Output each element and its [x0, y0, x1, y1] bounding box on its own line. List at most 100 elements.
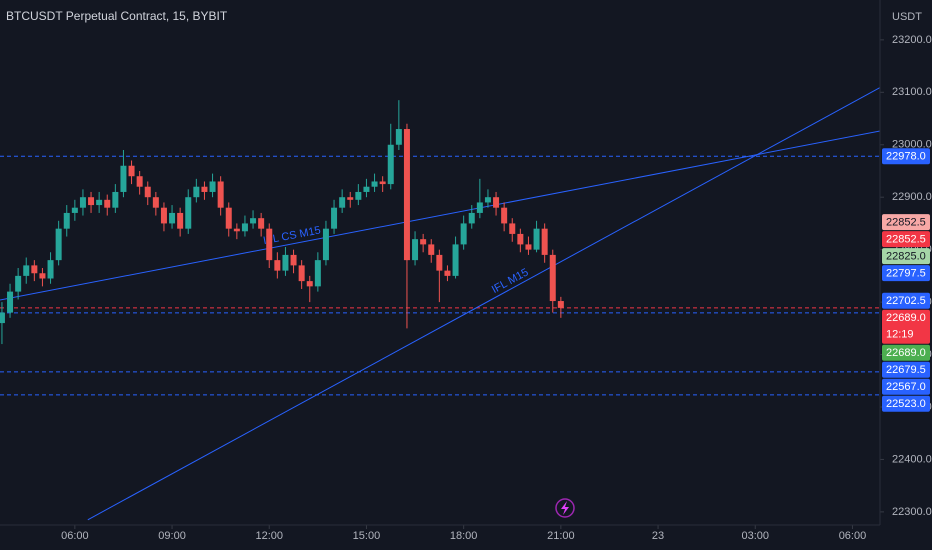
price-label-box: [882, 148, 930, 165]
candle-body: [379, 181, 386, 185]
candle-body: [509, 223, 516, 234]
candle-body: [339, 197, 346, 208]
candle-body: [31, 265, 38, 274]
candle-body: [112, 191, 119, 208]
candle-body: [177, 212, 184, 229]
price-label: 22702.5: [886, 295, 926, 307]
candle-body: [274, 260, 281, 271]
candle-body: [387, 144, 394, 185]
candle-body: [501, 207, 508, 224]
candle-body: [55, 228, 62, 261]
candle-body: [549, 254, 556, 302]
price-label: 22689.0: [886, 347, 926, 359]
price-label-box: [882, 395, 930, 412]
candle-body: [201, 186, 208, 192]
candle-body: [96, 199, 103, 206]
candle-body: [298, 265, 305, 282]
y-tick-label: 22300.0: [892, 506, 932, 518]
price-label-box: [882, 265, 930, 282]
candle-body: [533, 228, 540, 250]
candle-body: [525, 244, 532, 250]
candle-body: [314, 260, 321, 287]
price-label: 22689.0: [886, 312, 926, 324]
candle-body: [355, 191, 362, 200]
y-tick-label: 22400.0: [892, 453, 932, 465]
candle-body: [225, 207, 232, 229]
candle-body: [266, 228, 273, 261]
price-label: 22679.5: [886, 364, 926, 376]
candle-body: [39, 273, 46, 279]
y-tick-label: 23000.0: [892, 139, 932, 151]
candle-body: [193, 186, 200, 198]
price-label: 22523.0: [886, 398, 926, 410]
candle-body: [47, 260, 54, 279]
y-axis-label: USDT: [892, 11, 922, 23]
candle-body: [79, 197, 86, 208]
candle-body: [128, 165, 135, 177]
price-label-box: [882, 309, 930, 344]
trend-line: [87, 87, 880, 521]
candle-body: [282, 254, 289, 271]
candle-body: [258, 218, 265, 229]
price-label-box: [882, 214, 930, 231]
candle-body: [63, 212, 70, 229]
price-label: 22825.0: [886, 251, 926, 263]
candle-body: [412, 239, 419, 261]
price-label: 22797.5: [886, 268, 926, 280]
candle-body: [185, 197, 192, 229]
price-label-box: [882, 361, 930, 378]
countdown-label: 12:19: [886, 329, 914, 341]
x-tick-label: 21:00: [547, 530, 575, 542]
price-label: 22852.5: [886, 217, 926, 229]
candle-body: [104, 199, 111, 208]
y-tick-label: 22900.0: [892, 191, 932, 203]
x-tick-label: 03:00: [741, 530, 769, 542]
candle-body: [23, 265, 30, 276]
candle-body: [217, 181, 224, 208]
candle-body: [436, 254, 443, 271]
price-label-box: [882, 378, 930, 395]
price-label: 22567.0: [886, 381, 926, 393]
x-tick-label: 18:00: [450, 530, 478, 542]
candle-body: [169, 212, 176, 224]
candle-body: [444, 270, 451, 276]
candle-body: [250, 218, 257, 224]
candle-body: [541, 228, 548, 255]
event-icon: [555, 498, 575, 518]
candle-body: [363, 186, 370, 192]
candle-body: [557, 301, 564, 308]
candle-body: [15, 275, 22, 292]
candle-body: [331, 207, 338, 229]
x-tick-label: 06:00: [839, 530, 867, 542]
candle-body: [493, 197, 500, 208]
candle-body: [152, 197, 159, 208]
candle-body: [88, 197, 95, 206]
candle-body: [347, 197, 354, 200]
chart-title: BTCUSDT Perpetual Contract, 15, BYBIT: [6, 9, 228, 23]
candle-body: [420, 239, 427, 245]
candle-body: [241, 223, 248, 232]
candle-body: [428, 244, 435, 255]
candle-body: [484, 197, 491, 203]
candle-body: [144, 186, 151, 198]
price-label-box: [882, 248, 930, 265]
x-tick-label: 15:00: [353, 530, 381, 542]
candle-body: [233, 228, 240, 232]
candle-body: [371, 181, 378, 187]
y-tick-label: 23200.0: [892, 34, 932, 46]
candle-body: [160, 207, 167, 224]
x-tick-label: 12:00: [255, 530, 283, 542]
x-tick-label: 06:00: [61, 530, 89, 542]
candle-body: [476, 202, 483, 213]
price-label-box: [882, 292, 930, 309]
y-tick-label: 23100.0: [892, 86, 932, 98]
candle-body: [120, 165, 127, 192]
candle-body: [290, 254, 297, 266]
candle-body: [468, 212, 475, 224]
x-tick-label: 09:00: [158, 530, 186, 542]
candle-body: [136, 176, 143, 187]
price-label: 22978.0: [886, 151, 926, 163]
candle-body: [452, 244, 459, 276]
